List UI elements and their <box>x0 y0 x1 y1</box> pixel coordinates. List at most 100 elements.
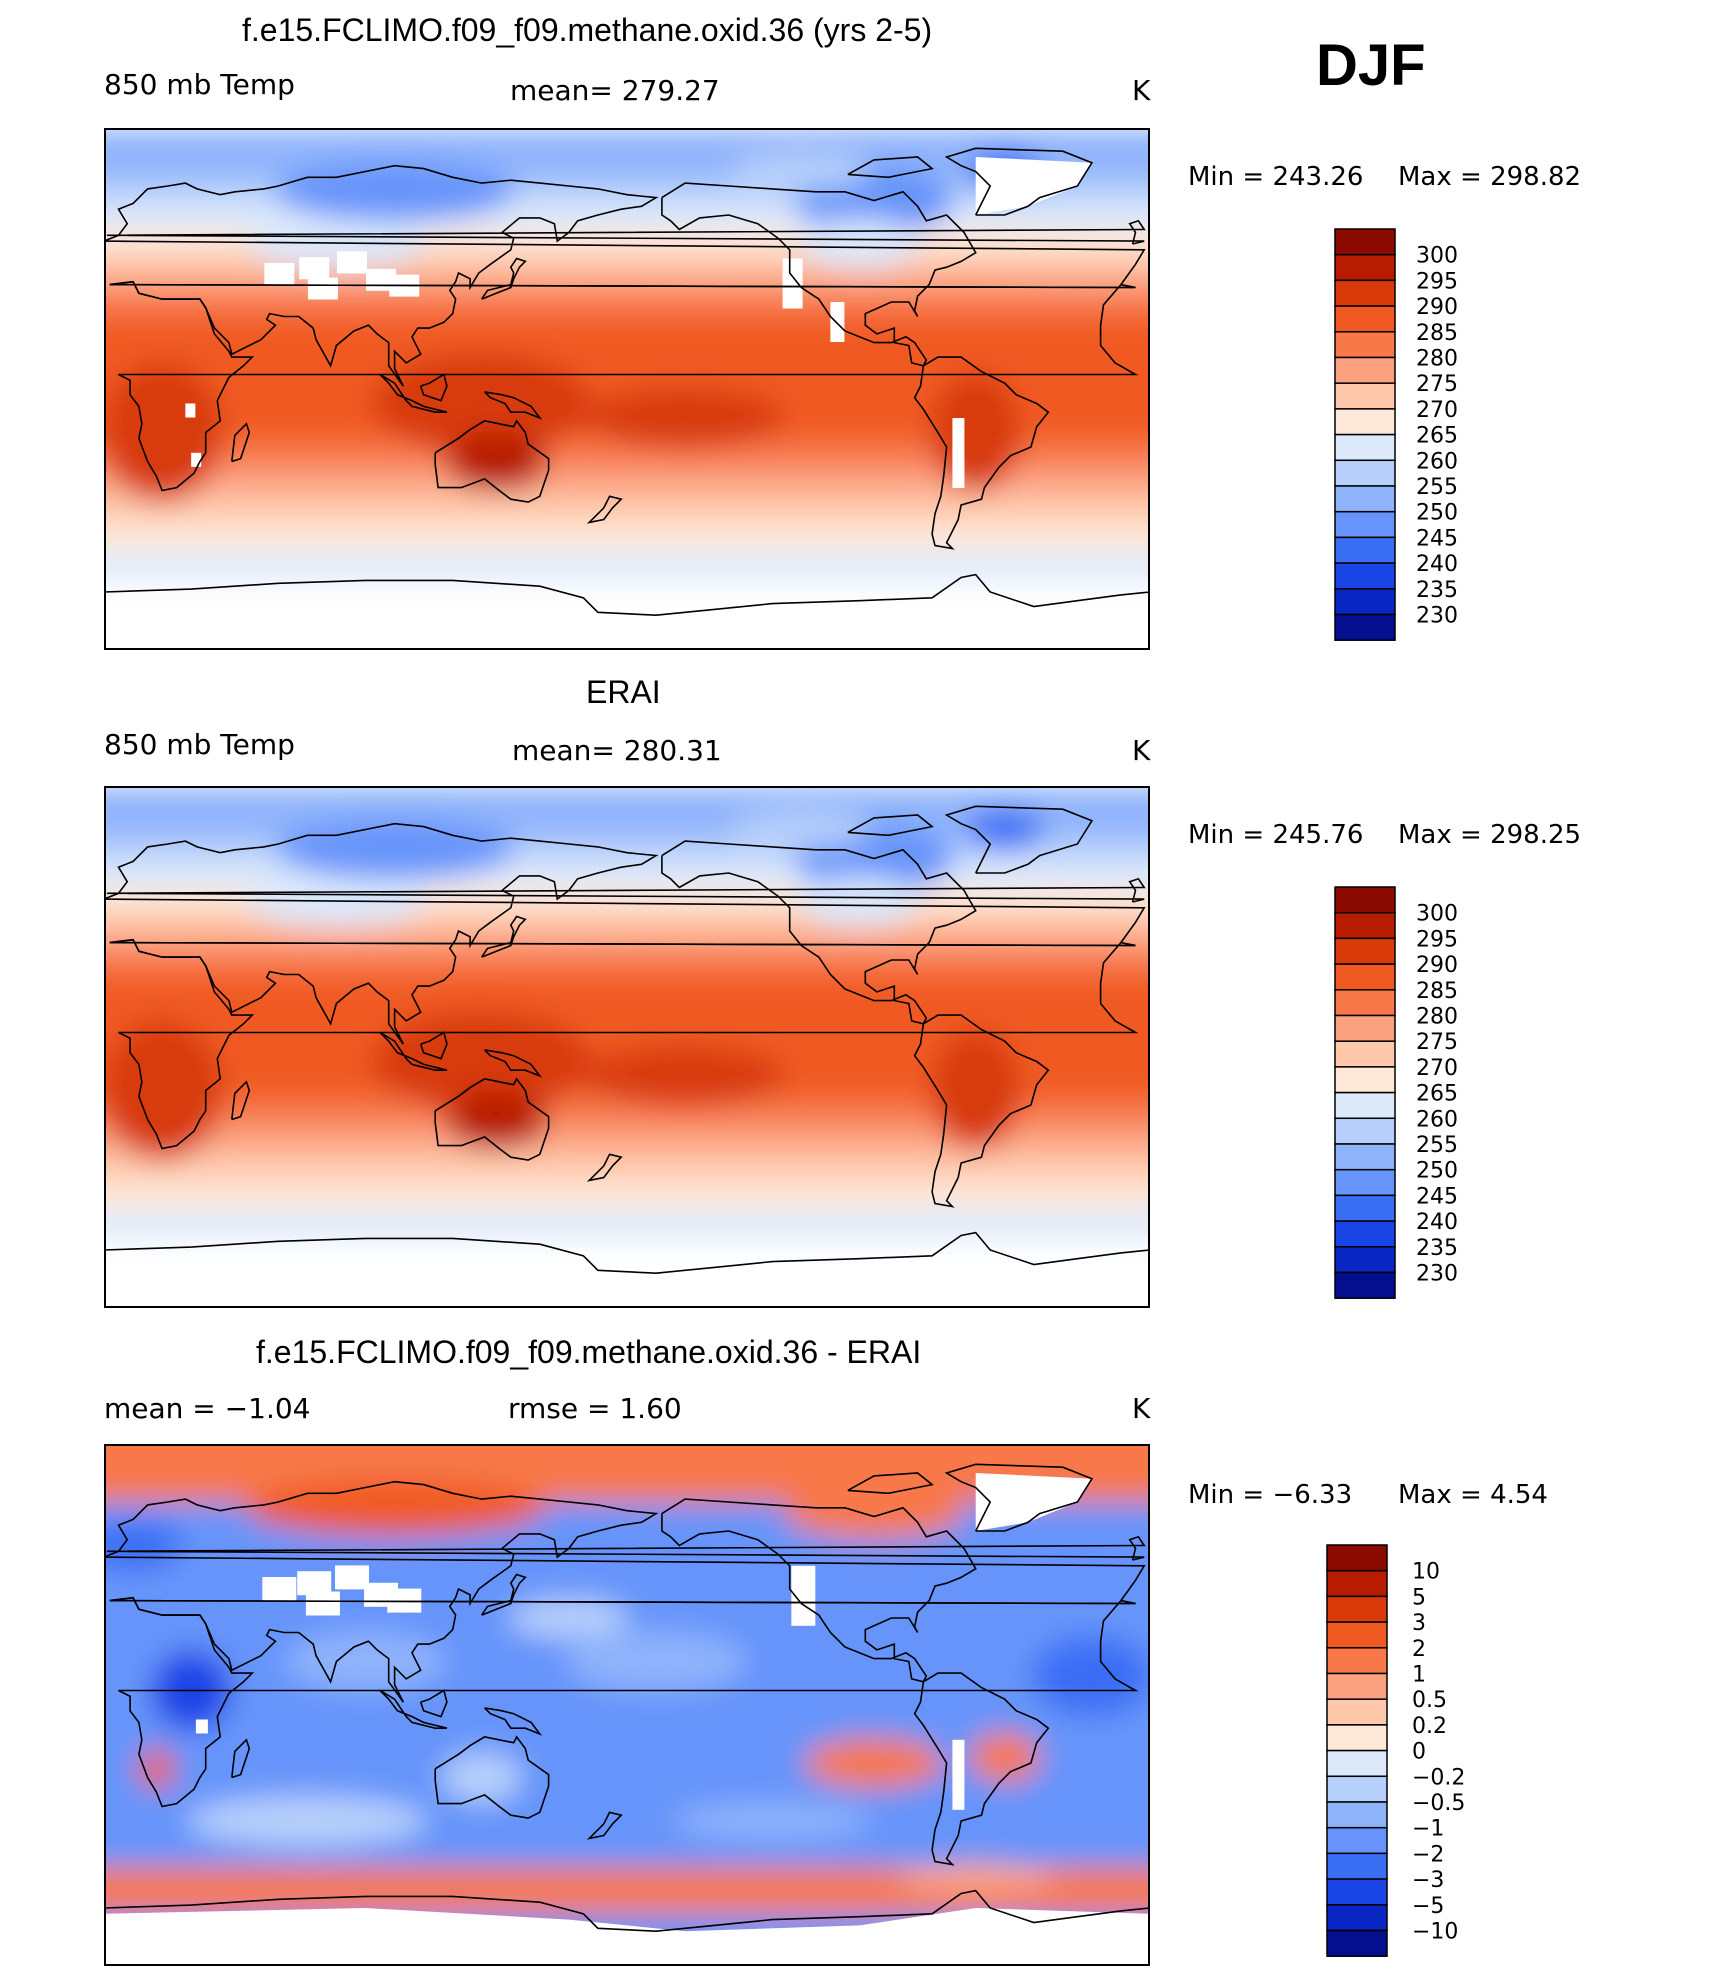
field-shade <box>104 1180 1150 1210</box>
field-blob <box>799 877 920 927</box>
colorbar-swatch <box>1334 1194 1396 1222</box>
missing-data <box>195 1719 208 1734</box>
panel-3-title: f.e15.FCLIMO.f09_f09.methane.oxid.36 - E… <box>256 1334 922 1370</box>
colorbar-tick-label: 245 <box>1416 1184 1458 1209</box>
missing-data <box>307 277 338 300</box>
field-shade <box>104 931 1150 952</box>
coastline <box>913 1014 1050 1208</box>
colorbar-swatch <box>1326 1672 1388 1700</box>
colorbar-swatch <box>1334 886 1396 914</box>
coastline <box>106 877 1146 903</box>
colorbar-tick-label: 0.5 <box>1412 1688 1447 1713</box>
coastline <box>231 422 251 463</box>
colorbar-tick-label: 260 <box>1416 449 1458 474</box>
panel-2-mean-label: mean= 280.31 <box>512 734 722 767</box>
field-blob <box>446 431 547 492</box>
coastline <box>231 1080 251 1121</box>
field-blob <box>566 1631 747 1692</box>
field-blob <box>803 1738 944 1788</box>
colorbar-swatch <box>1334 963 1396 991</box>
field-blob <box>138 1748 175 1789</box>
colorbar-swatch <box>1334 253 1396 282</box>
field-blob <box>672 1803 873 1839</box>
coastline <box>231 1738 251 1779</box>
coastline <box>104 822 1146 1045</box>
field-blob <box>969 1732 1040 1783</box>
colorbar-tick-label: −2 <box>1412 1842 1444 1867</box>
field-blob <box>274 819 515 880</box>
colorbar-swatch <box>1326 1904 1388 1932</box>
field-shade <box>104 861 1150 888</box>
colorbar-tick-label: −5 <box>1412 1894 1444 1919</box>
colorbar-tick-label: 265 <box>1416 1082 1458 1107</box>
coastline <box>109 1596 1139 1808</box>
panel-2-map <box>104 786 1150 1308</box>
colorbar-swatch <box>1334 613 1396 641</box>
colorbar-swatch <box>1326 1749 1388 1778</box>
colorbar-tick-label: 295 <box>1416 269 1458 294</box>
missing-data <box>952 418 965 488</box>
coastline <box>104 573 1150 650</box>
colorbar-tick-label: 295 <box>1416 927 1458 952</box>
coastline <box>913 1672 1050 1866</box>
panel-3-colorbar: 10 5 3 2 1 0.5 0.2 0 −0.2 −0.5 −1 −2 −3 −5 −10 <box>1326 1544 1506 1964</box>
field-shade <box>104 951 1150 975</box>
coastline <box>379 1031 448 1072</box>
panel-2-variable-label: 850 mb Temp <box>104 728 295 761</box>
colorbar-swatch <box>1326 1724 1388 1752</box>
colorbar-tick-label: 250 <box>1416 501 1458 526</box>
coastline <box>379 373 448 414</box>
colorbar-swatch <box>1334 331 1396 359</box>
panel-2-colorbar: 300 295 290 285 280 275 270 265 260 255 250 245 240 2… <box>1334 886 1514 1306</box>
field-blob <box>895 1864 1056 1894</box>
field-shade <box>104 1151 1150 1181</box>
colorbar-swatch <box>1326 1569 1388 1598</box>
coastline <box>106 1535 1146 1561</box>
coastline <box>586 1811 623 1840</box>
field-blob <box>799 219 920 269</box>
colorbar-tick-label: 245 <box>1416 526 1458 551</box>
colorbar-swatch <box>1334 1220 1396 1248</box>
colorbar-swatch <box>1326 1775 1388 1803</box>
field-blob <box>246 877 427 927</box>
panel-1-variable-label: 850 mb Temp <box>104 68 295 101</box>
colorbar-swatch <box>1326 1544 1388 1572</box>
coastline <box>104 164 1146 387</box>
panel-3-map <box>104 1444 1150 1966</box>
panel-1-colorbar: 300 295 290 285 280 275 270 265 260 255 250 245 240 2… <box>1334 228 1514 648</box>
coastline <box>484 391 543 420</box>
panel-3-min-label: Min = −6.33 <box>1188 1480 1353 1510</box>
colorbar-tick-label: 0.2 <box>1412 1714 1447 1739</box>
coastline <box>419 373 448 402</box>
colorbar-tick-label: −10 <box>1412 1920 1458 1945</box>
field-blob <box>187 1796 428 1846</box>
missing-data <box>262 1577 297 1601</box>
field-shade <box>104 493 1150 523</box>
field-blob <box>508 1598 629 1638</box>
colorbar-swatch <box>1326 1595 1388 1623</box>
colorbar-tick-label: 5 <box>1412 1585 1426 1610</box>
colorbar-swatch <box>1334 459 1396 487</box>
field-shade <box>104 551 1150 581</box>
panel-2-units-label: K <box>1132 734 1151 767</box>
missing-data <box>297 1571 332 1596</box>
missing-data <box>264 263 295 285</box>
panel-3-units-label: K <box>1132 1392 1151 1425</box>
missing-data <box>299 257 330 280</box>
coastline <box>484 1707 543 1736</box>
panel-3-mean-label: mean = −1.04 <box>104 1392 311 1425</box>
colorbar-tick-label: 280 <box>1416 347 1458 372</box>
colorbar-swatch <box>1334 228 1396 256</box>
colorbar-tick-label: 255 <box>1416 475 1458 500</box>
panel-3-max-label: Max = 4.54 <box>1398 1480 1548 1510</box>
colorbar-tick-label: 300 <box>1416 902 1458 927</box>
field-blob <box>585 1046 786 1106</box>
missing-data <box>185 403 196 418</box>
colorbar-tick-label: 290 <box>1416 295 1458 320</box>
coastline <box>109 938 1139 1150</box>
missing-data <box>191 452 202 467</box>
missing-data <box>782 258 803 309</box>
colorbar-tick-label: 240 <box>1416 552 1458 577</box>
colorbar-swatch <box>1334 356 1396 384</box>
colorbar-tick-label: −0.2 <box>1412 1765 1465 1790</box>
